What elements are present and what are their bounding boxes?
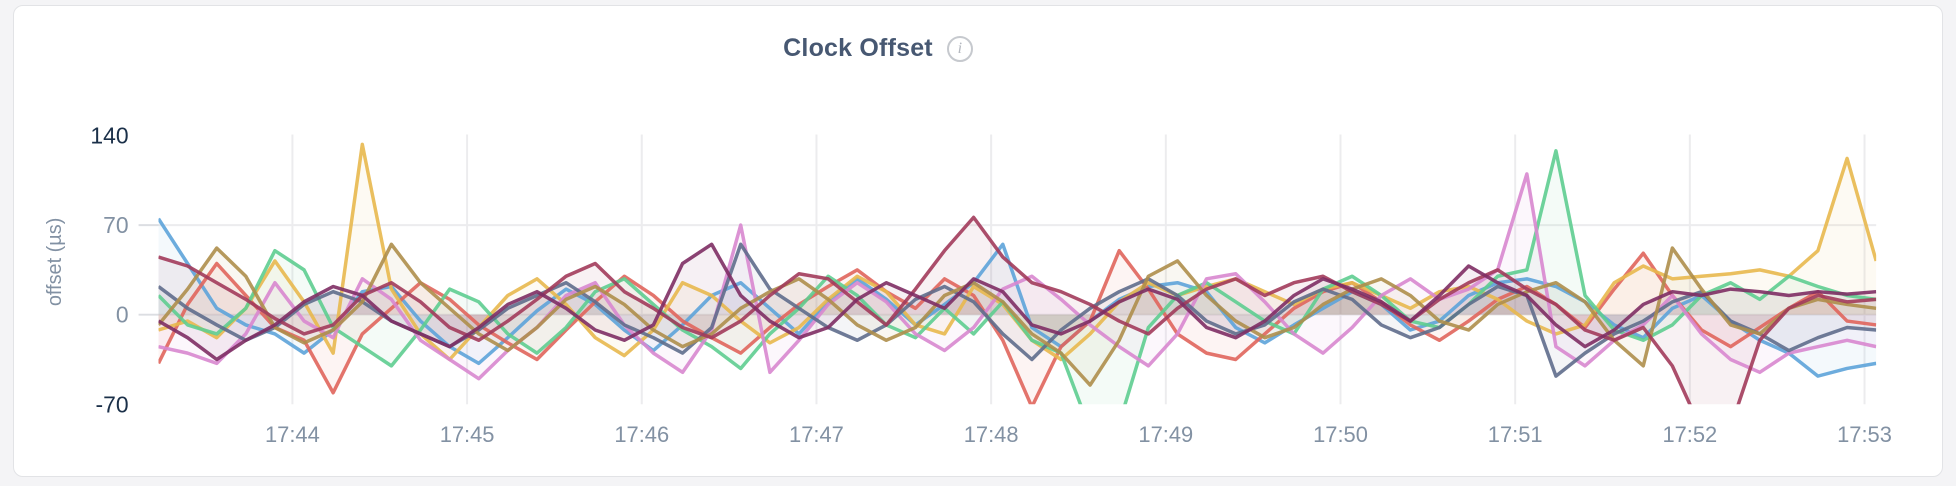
clock-offset-card: Clock Offset i 140 70 0 -70 17:44 17:45 17:46… — [13, 5, 1943, 477]
chart-title: Clock Offset — [783, 34, 933, 62]
chart-header: Clock Offset i — [0, 34, 1842, 63]
series-line-orchid — [158, 172, 1877, 381]
y-tick-label: 140 — [90, 122, 128, 148]
x-tick-label: 17:52 — [1662, 422, 1717, 447]
x-tick-label: 17:53 — [1837, 422, 1892, 447]
x-tick-label: 17:44 — [265, 422, 320, 447]
y-tick-label: 0 — [116, 302, 129, 328]
series-area-salmon — [158, 250, 1877, 405]
x-tick-label: 17:48 — [964, 422, 1019, 447]
y-axis-title: offset (µs) — [44, 218, 66, 307]
series-area-orchid — [158, 173, 1877, 379]
x-tick-label: 17:49 — [1138, 422, 1193, 447]
x-tick-label: 17:50 — [1313, 422, 1368, 447]
x-axis-ticks: 17:44 17:45 17:46 17:47 17:48 17:49 17:50 17:51… — [265, 422, 1892, 447]
series-line-plum — [158, 242, 1877, 362]
series-area-olive — [158, 244, 1877, 386]
series-area-blue — [158, 218, 1877, 377]
info-icon[interactable]: i — [946, 35, 973, 62]
clock-offset-chart: 140 70 0 -70 17:44 17:45 17:46 17:47 17:48 17:49… — [44, 122, 1892, 447]
series-line-green — [158, 149, 1877, 405]
y-tick-label: -70 — [96, 391, 129, 417]
series-lines — [158, 142, 1877, 405]
y-axis-ticks: 140 70 0 -70 — [90, 122, 128, 417]
x-tick-label: 17:51 — [1488, 422, 1543, 447]
series-line-maroon — [158, 215, 1877, 405]
x-tick-label: 17:47 — [789, 422, 844, 447]
x-tick-label: 17:45 — [440, 422, 495, 447]
series-line-olive — [158, 242, 1877, 387]
series-area-gold — [158, 144, 1877, 360]
y-tick-label: 70 — [103, 212, 128, 238]
x-tick-label: 17:46 — [614, 422, 669, 447]
series-area-green — [158, 150, 1877, 405]
gridlines — [138, 134, 1877, 405]
